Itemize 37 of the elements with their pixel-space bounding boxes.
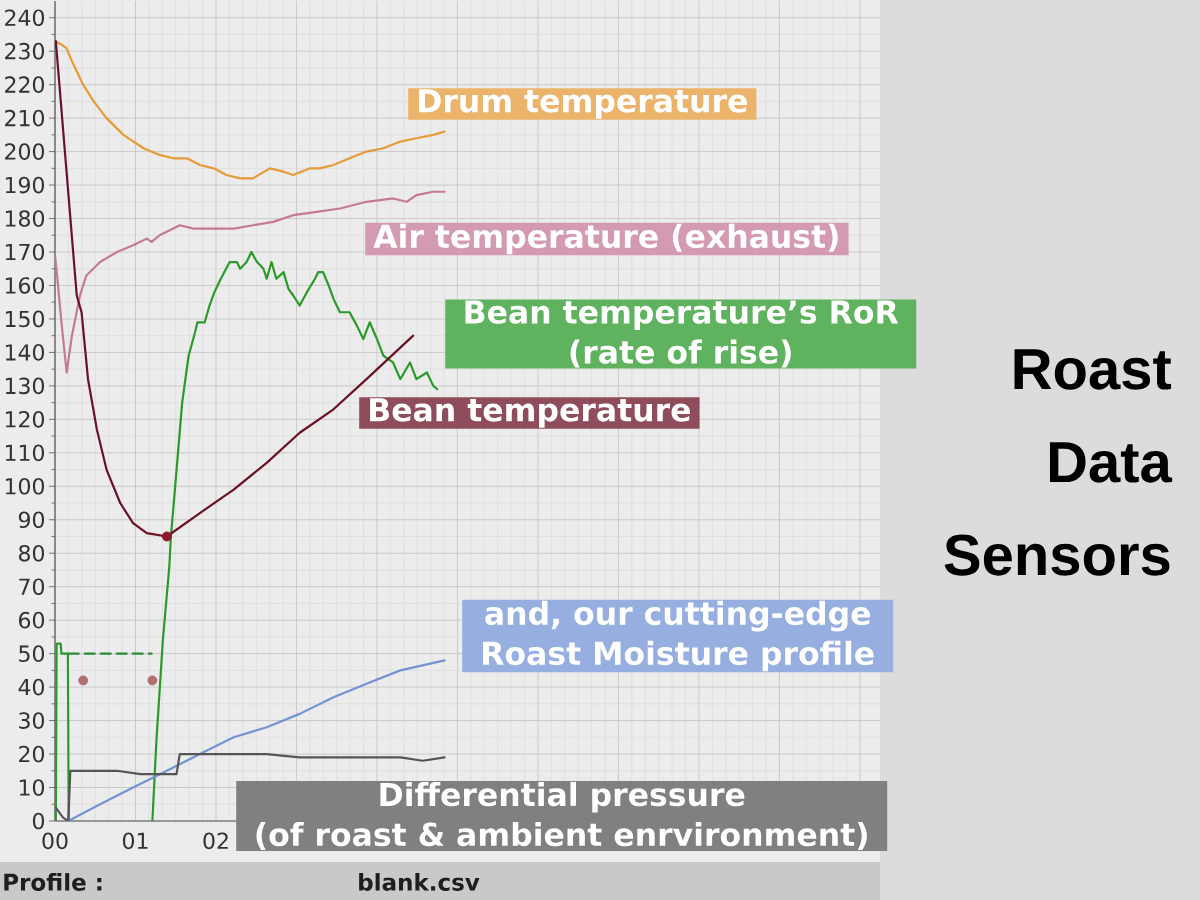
series-label: Bean temperature’s RoR (rate of rise) — [465, 300, 899, 368]
y-tick-label: 40 — [18, 678, 45, 696]
y-tick-label: 230 — [5, 42, 45, 60]
y-tick-label: 160 — [5, 277, 45, 294]
y-tick-label: 80 — [19, 544, 45, 562]
y-tick-label: 50 — [19, 645, 45, 662]
y-tick-label: 0 — [32, 812, 45, 830]
text: Profile : — [4, 873, 102, 891]
series-label: Bean temperature — [370, 398, 691, 428]
x-tick-label: 01 — [122, 832, 148, 850]
y-tick-label: 130 — [5, 377, 45, 395]
y-tick-label: 170 — [5, 243, 45, 261]
x-tick-label: 00 — [42, 832, 68, 850]
y-tick-label: 190 — [5, 176, 45, 194]
y-tick-label: 60 — [19, 611, 45, 629]
series-label: Drum temperature — [419, 89, 747, 119]
y-tick-label: 180 — [5, 210, 45, 227]
y-tick-label: 90 — [18, 511, 45, 529]
y-tick-label: 240 — [5, 9, 45, 27]
text: blank.csv — [359, 873, 480, 891]
y-tick-label: 120 — [5, 411, 45, 428]
y-tick-label: 210 — [5, 109, 45, 127]
y-tick-label: 110 — [5, 444, 45, 462]
y-tick-label: 100 — [5, 477, 45, 495]
series-label: Air temperature (exhaust) — [373, 223, 838, 255]
y-tick-label: 200 — [5, 143, 45, 160]
x-tick-label: 02 — [203, 832, 228, 850]
y-tick-label: 30 — [19, 712, 45, 729]
series-label: and, our cutting-edge Roast Moisture profile — [483, 600, 874, 672]
y-tick-label: 10 — [19, 779, 45, 796]
y-tick-label: 70 — [19, 578, 45, 596]
y-tick-label: 20 — [19, 745, 45, 763]
series-label: Differential pressure (of roast & ambient enrvironment) — [256, 781, 867, 851]
y-tick-label: 140 — [5, 344, 45, 361]
y-tick-label: 220 — [5, 76, 45, 93]
text: Roast Data Sensors — [944, 349, 1173, 576]
y-tick-label: 150 — [5, 310, 45, 328]
